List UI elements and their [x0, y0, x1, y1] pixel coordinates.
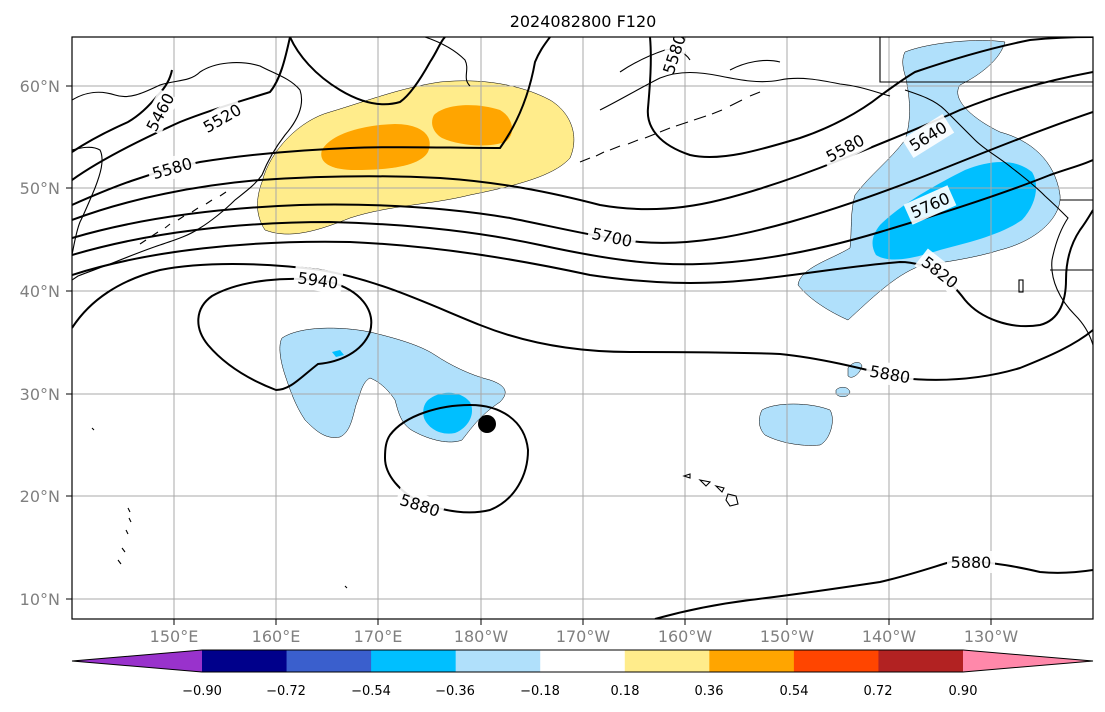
colorbar-swatch [624, 650, 710, 672]
contour-5460 [72, 69, 173, 153]
contour-5880-north [72, 263, 1093, 381]
lon-label: 170°E [354, 627, 403, 646]
colorbar-swatch [455, 650, 541, 672]
colorbar-swatch [878, 650, 964, 672]
colorbar-label: 0.72 [864, 684, 893, 699]
lat-label: 50°N [20, 179, 60, 198]
moderate-positive-region-east [432, 105, 513, 146]
contour-5580-east [646, 37, 1093, 159]
map-panel: 5460 5520 5580 5580 5640 5700 5760 5820 … [20, 36, 1094, 646]
colorbar-label: 0.90 [949, 684, 978, 699]
colorbar-swatch [793, 650, 879, 672]
weak-negative-region-hawaii-north [759, 403, 833, 446]
coastline-japan-west [72, 146, 103, 256]
longitude-labels: 150°E 160°E 170°E 180°W 170°W 160°W 150°… [150, 627, 1019, 646]
lat-label: 40°N [20, 282, 60, 301]
colorbar-swatch [202, 650, 288, 672]
coastlines [72, 37, 1093, 589]
colorbar-swatch [286, 650, 372, 672]
axis-ticks [66, 85, 992, 625]
coastline-kuril-islands [139, 191, 227, 245]
colorbar-label: −0.18 [520, 684, 560, 699]
lon-label: 160°W [658, 627, 713, 646]
lat-label: 60°N [20, 77, 60, 96]
coastline-lake [1018, 279, 1024, 293]
strong-negative-spot [332, 350, 344, 357]
contour-label: 5880 [951, 553, 992, 572]
colorbar-label: 0.36 [695, 684, 724, 699]
colorbar-extend-high [963, 650, 1093, 672]
shaded-fields [257, 40, 1061, 446]
strong-negative-region-northeast [872, 162, 1037, 260]
colorbar-outline [71, 649, 1094, 673]
colorbar: −0.90 −0.72 −0.54 −0.36 −0.18 0.18 0.36 … [71, 649, 1094, 699]
lat-label: 10°N [20, 590, 60, 609]
colorbar-label: −0.72 [266, 684, 306, 699]
contour-5820 [72, 209, 1093, 328]
lon-label: 180°W [454, 627, 509, 646]
storm-center-marker [478, 415, 496, 433]
strong-negative-region-central [423, 392, 473, 434]
coastline-north-america-border [1050, 199, 1093, 271]
contour-5520 [72, 37, 291, 181]
colorbar-label: −0.90 [182, 684, 222, 699]
colorbar-label: −0.54 [351, 684, 391, 699]
colorbar-swatch [540, 650, 626, 672]
figure-title: 2024082800 F120 [510, 12, 657, 31]
contour-5760 [72, 159, 1093, 266]
coastline-hawaii [682, 473, 739, 507]
gridlines [72, 37, 1093, 619]
lon-label: 130°W [964, 627, 1019, 646]
latitude-labels: 60°N 50°N 40°N 30°N 20°N 10°N [20, 77, 60, 609]
colorbar-extend-low [72, 650, 202, 672]
lon-label: 160°E [252, 627, 301, 646]
lat-label: 30°N [20, 385, 60, 404]
lon-label: 170°W [556, 627, 611, 646]
colorbar-labels: −0.90 −0.72 −0.54 −0.36 −0.18 0.18 0.36 … [182, 684, 977, 699]
lon-label: 140°W [862, 627, 917, 646]
coastline-aleutians [579, 91, 761, 163]
lon-label: 150°E [150, 627, 199, 646]
contour-5520-east [289, 37, 446, 106]
colorbar-label: −0.36 [435, 684, 475, 699]
coastline-kamchatka-asia [72, 62, 303, 281]
contour-5880-south [383, 403, 530, 514]
weak-negative-small-2 [835, 387, 851, 397]
colorbar-swatch [709, 650, 795, 672]
lat-label: 20°N [20, 487, 60, 506]
colorbar-swatch [371, 650, 457, 672]
coastline-pacific-islands [91, 427, 348, 589]
lon-label: 150°W [760, 627, 815, 646]
weak-negative-region-northeast [797, 40, 1061, 321]
colorbar-label: 0.54 [780, 684, 809, 699]
contour-5880-tropical [654, 560, 1093, 619]
colorbar-label: 0.18 [611, 684, 640, 699]
colorbar-swatches [72, 650, 1093, 672]
